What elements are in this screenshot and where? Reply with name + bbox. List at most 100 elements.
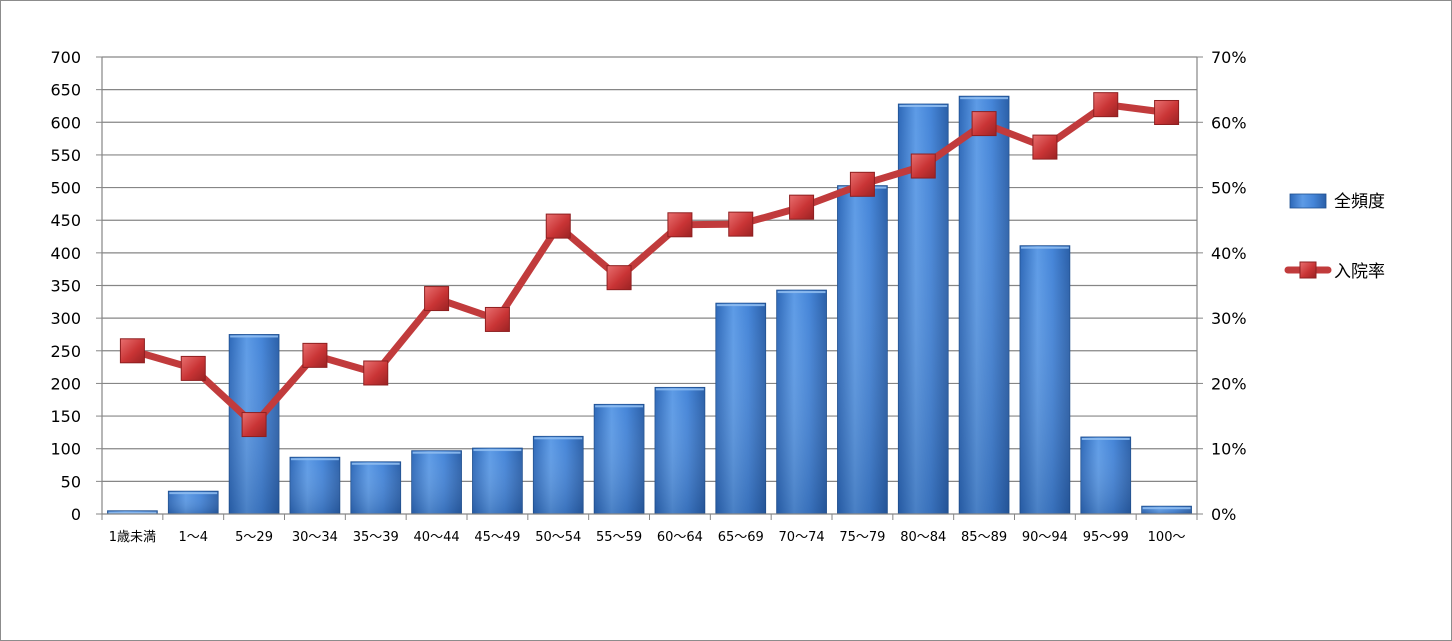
category-label: 40～44 [414,530,460,545]
bar-shade [350,461,401,514]
bar-shade [959,96,1010,515]
category-label: 70～74 [779,530,825,545]
bar-top-highlight [290,458,339,461]
line-point-65～69 [728,211,754,237]
bar-shade [1141,506,1192,514]
bar-45～49 [472,447,523,515]
bar-top-highlight [473,449,522,452]
bar-top-highlight [169,492,218,495]
bar-shade [654,387,705,514]
bar-30～34 [289,456,341,515]
bar-series-全頻度 [107,95,1192,515]
line-point-95～99 [1093,92,1119,118]
left-tick-label: 200 [50,374,81,393]
line-point-80～84 [910,153,936,179]
line-point-55～59 [606,265,632,291]
bar-shade [411,450,462,514]
legend-label-bar: 全頻度 [1334,192,1385,212]
bar-80～84 [897,103,949,515]
series-line [128,101,1171,429]
left-tick-label: 300 [50,309,81,328]
bar-top-highlight [1142,507,1191,510]
bar-top-highlight [1020,246,1069,249]
legend-item-bar: 全頻度 [1289,192,1385,212]
line-point-75～79 [849,171,875,197]
category-label: 80～84 [900,530,946,545]
line-point-1歳未満 [119,338,145,364]
category-label: 45～49 [474,530,520,545]
category-label: 85～89 [961,530,1007,545]
category-label: 30～34 [292,530,338,545]
category-label: 5～29 [235,530,273,545]
bar-top-highlight [534,437,583,440]
category-label: 60～64 [657,530,703,545]
bar-top-highlight [412,451,461,454]
left-tick-label: 50 [61,472,81,491]
bar-50～54 [532,435,584,515]
right-tick-label: 60% [1211,113,1247,132]
legend-bar-swatch [1289,193,1327,209]
right-tick-label: 20% [1211,374,1247,393]
left-tick-label: 500 [50,179,81,198]
bar-shade [715,303,766,514]
legend-item-line: 入院率 [1284,261,1385,282]
bar-top-highlight [351,462,400,465]
bar-85～89 [958,95,1010,515]
left-tick-label: 600 [50,113,81,132]
bar-top-highlight [655,388,704,391]
right-tick-label: 0% [1211,505,1236,524]
legend-marker-swatch [1299,261,1317,279]
bar-shade [1080,436,1131,514]
left-tick-label: 400 [50,244,81,263]
bar-top-highlight [960,97,1009,100]
bar-top-highlight [777,291,826,294]
left-tick-label: 100 [50,440,81,459]
bar-top-highlight [230,335,279,338]
bar-55～59 [593,403,645,515]
category-label: 65～69 [718,530,764,545]
line-point-35～39 [363,360,389,386]
category-label: 35～39 [353,530,399,545]
right-tick-label: 30% [1211,309,1247,328]
right-axis-ticks: 0% 10% 20% 30% 40% 50% 60% 70% [1211,48,1247,524]
left-tick-label: 250 [50,342,81,361]
right-tick-label: 50% [1211,179,1247,198]
line-point-40～44 [424,286,450,312]
bar-65～69 [715,302,767,515]
bar-shade [168,491,219,514]
bar-95～99 [1080,436,1132,515]
line-point-1～4 [180,355,206,381]
right-tick-label: 10% [1211,440,1247,459]
category-label: 95～99 [1083,530,1129,545]
right-tick-label: 40% [1211,244,1247,263]
bar-top-highlight [899,105,948,108]
gridlines [102,56,1197,482]
left-tick-label: 450 [50,211,81,230]
left-tick-label: 350 [50,277,81,296]
category-label: 50～54 [535,530,581,545]
line-point-85～89 [971,111,997,137]
axes [96,56,1203,520]
bar-35～39 [350,461,402,515]
left-tick-label: 550 [50,146,81,165]
category-label: 1～4 [178,530,208,545]
line-point-5～29 [241,412,267,438]
bar-90～94 [1019,245,1071,515]
category-label: 1歳未満 [109,530,156,545]
bar-100～ [1141,505,1192,515]
category-label: 90～94 [1022,530,1068,545]
category-axis-labels: 1歳未満 1～4 5～29 30～34 35～39 40～44 45～49 50～54 55～5… [109,530,1186,545]
bar-shade [289,457,340,514]
bar-top-highlight [716,304,765,307]
left-tick-label: 700 [50,48,81,67]
category-label: 100～ [1148,530,1186,545]
bar-top-highlight [1081,437,1130,440]
bar-40～44 [411,450,462,515]
line-point-60～64 [667,212,693,238]
bar-top-highlight [108,511,157,514]
bar-shade [533,436,584,514]
bar-shade [837,185,888,514]
bar-shade [594,404,645,514]
